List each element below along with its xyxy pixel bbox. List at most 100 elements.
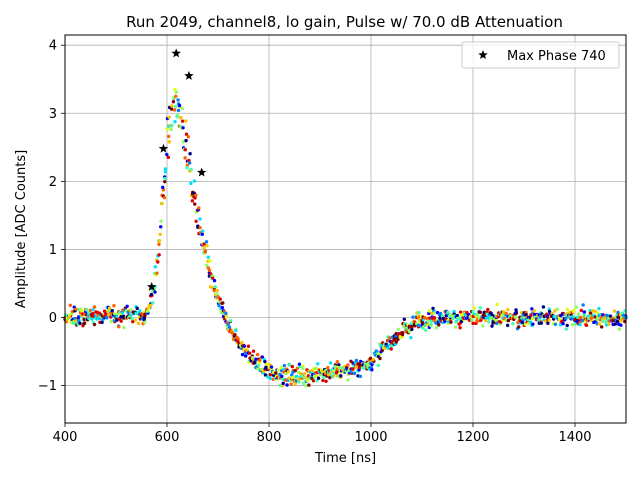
trace-point xyxy=(170,104,174,108)
trace-point xyxy=(546,321,550,325)
grid xyxy=(64,35,626,423)
trace-point xyxy=(564,327,568,331)
trace-point xyxy=(595,317,599,322)
trace-point xyxy=(183,148,188,152)
trace-point xyxy=(169,127,173,132)
trace-point xyxy=(579,308,584,313)
trace-point xyxy=(531,322,535,326)
trace-point xyxy=(276,368,280,372)
trace-point xyxy=(282,367,286,372)
trace-point xyxy=(100,320,104,325)
trace-point xyxy=(297,380,301,384)
trace-point xyxy=(454,320,458,324)
trace-point xyxy=(138,309,142,313)
trace-point xyxy=(506,318,511,323)
trace-point xyxy=(224,311,228,316)
max-phase-star xyxy=(158,143,169,153)
trace-point xyxy=(597,306,601,311)
trace-point xyxy=(193,196,197,200)
trace-point xyxy=(293,368,297,373)
trace-point xyxy=(435,310,440,315)
trace-point xyxy=(619,323,623,327)
trace-point xyxy=(125,304,129,308)
trace-point xyxy=(107,306,112,310)
trace-point xyxy=(301,366,305,371)
trace-point xyxy=(300,374,304,378)
trace-point xyxy=(133,318,138,322)
trace-point xyxy=(209,272,213,276)
trace-point xyxy=(157,239,162,243)
trace-point xyxy=(254,357,258,361)
trace-point xyxy=(131,319,135,324)
trace-point xyxy=(165,152,169,157)
trace-point xyxy=(427,309,431,313)
trace-point xyxy=(185,165,189,170)
trace-point xyxy=(146,309,150,313)
chart-title: Run 2049, channel8, lo gain, Pulse w/ 70… xyxy=(126,13,563,31)
max-phase-markers xyxy=(146,48,207,291)
trace-point xyxy=(304,384,308,388)
trace-point xyxy=(181,139,185,144)
trace-point xyxy=(504,311,508,316)
trace-point xyxy=(193,202,197,206)
trace-point xyxy=(159,225,163,229)
trace-point xyxy=(263,373,268,377)
trace-point xyxy=(269,365,274,369)
trace-point xyxy=(166,155,171,160)
trace-point xyxy=(90,317,94,321)
trace-point xyxy=(426,319,431,323)
y-axis-label: Amplitude [ADC Counts] xyxy=(14,150,29,308)
trace-point xyxy=(356,362,361,366)
trace-point xyxy=(429,322,433,326)
trace-point xyxy=(173,120,177,124)
trace-point xyxy=(354,358,359,363)
legend-label: Max Phase 740 xyxy=(507,49,606,64)
trace-point xyxy=(315,379,319,383)
trace-point xyxy=(197,206,201,210)
trace-point xyxy=(88,308,93,312)
trace-point xyxy=(163,179,167,184)
trace-point xyxy=(349,359,353,363)
trace-point xyxy=(402,325,406,329)
trace-point xyxy=(205,243,209,248)
trace-point xyxy=(394,340,398,344)
trace-point xyxy=(539,321,544,325)
trace-point xyxy=(581,303,585,307)
trace-point xyxy=(402,317,407,322)
trace-point xyxy=(352,371,357,376)
trace-point xyxy=(206,255,210,259)
trace-point xyxy=(476,313,480,318)
trace-point xyxy=(495,302,499,307)
trace-point xyxy=(434,325,439,330)
trace-point xyxy=(169,107,174,111)
trace-point xyxy=(326,365,330,370)
trace-point xyxy=(234,328,238,333)
trace-point xyxy=(578,315,583,319)
trace-point xyxy=(198,217,202,221)
trace-point xyxy=(390,344,394,348)
y-tick-label: 0 xyxy=(49,311,57,326)
trace-point xyxy=(523,322,527,326)
trace-point xyxy=(167,140,172,144)
trace-point xyxy=(120,311,125,315)
trace-point xyxy=(446,310,450,314)
trace-point xyxy=(530,316,535,321)
trace-point xyxy=(316,362,320,366)
trace-point xyxy=(615,319,620,324)
trace-point xyxy=(424,328,428,332)
trace-point xyxy=(68,303,73,308)
trace-point xyxy=(378,356,382,361)
trace-point xyxy=(220,305,224,310)
trace-point xyxy=(173,104,178,109)
trace-point xyxy=(574,305,578,309)
trace-point xyxy=(215,292,219,296)
trace-point xyxy=(243,354,248,358)
trace-point xyxy=(104,312,108,316)
trace-point xyxy=(298,365,302,369)
trace-point xyxy=(245,348,249,352)
trace-point xyxy=(441,316,446,321)
trace-point xyxy=(82,322,86,326)
trace-point xyxy=(459,319,464,324)
trace-point xyxy=(172,108,177,112)
